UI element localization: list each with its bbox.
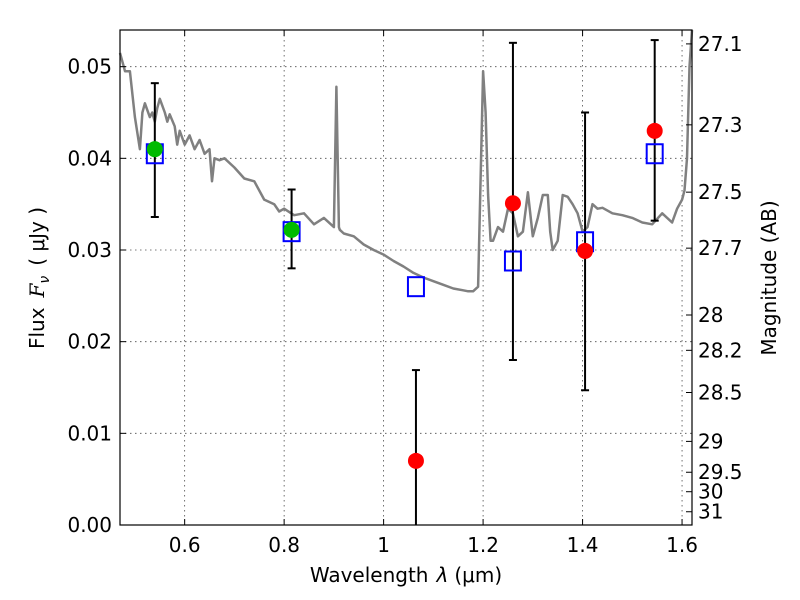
- y2-tick-label: 31: [698, 500, 723, 524]
- error-bars: [150, 39, 659, 525]
- y2-axis-label: Magnitude (AB): [757, 200, 781, 355]
- y-tick-label: 0.03: [67, 238, 112, 262]
- y-tick-label: 0.04: [67, 146, 112, 170]
- y2-tick-label: 28.5: [698, 380, 743, 404]
- x-axis-label: Wavelength λ (μm): [310, 563, 502, 587]
- observed-point: [407, 452, 424, 469]
- spectrum-line: [118, 29, 694, 293]
- observed-point: [283, 221, 300, 238]
- x-tick-label: 1.2: [467, 533, 499, 557]
- y-tick-label: 0.05: [67, 55, 112, 79]
- y2-tick-label: 29.5: [698, 460, 743, 484]
- observed-point: [646, 122, 663, 139]
- model-photometry-marker: [645, 143, 664, 165]
- x-tick-label: 0.6: [169, 533, 201, 557]
- model-photometry-marker: [406, 276, 425, 298]
- observed-point: [577, 242, 594, 259]
- y2-tick-label: 30: [698, 480, 723, 504]
- x-tick-label: 1.4: [567, 533, 599, 557]
- y-tick-label: 0.01: [67, 421, 112, 445]
- y2-tick-label: 29: [698, 429, 723, 453]
- model-photometry-marker: [503, 250, 522, 272]
- x-tick-label: 0.8: [268, 533, 300, 557]
- y-tick-label: 0.00: [67, 513, 112, 537]
- plot-frame: [119, 29, 693, 526]
- data-points: [145, 122, 664, 469]
- x-tick-label: 1: [377, 533, 390, 557]
- grid: [120, 30, 692, 526]
- x-tick-label: 1.6: [666, 533, 698, 557]
- observed-point: [504, 195, 521, 212]
- observed-point: [146, 141, 163, 158]
- y2-tick-label: 27.1: [698, 32, 743, 56]
- y-axis-label: FluxFν( μJy ): [25, 207, 53, 349]
- axis-ticks: [120, 30, 692, 526]
- y2-tick-label: 27.7: [698, 236, 743, 260]
- y2-tick-label: 27.3: [698, 113, 743, 137]
- y-tick-label: 0.02: [67, 330, 112, 354]
- y2-tick-label: 27.5: [698, 180, 743, 204]
- y2-tick-label: 28: [698, 303, 723, 327]
- tick-labels: 0.6 0.8 1 1.2 1.4 1.6 0.00 0.01 0.02 0.03 0.04 0.05…: [67, 32, 742, 557]
- y2-tick-label: 28.2: [698, 338, 743, 362]
- spectrum-series: [118, 29, 694, 293]
